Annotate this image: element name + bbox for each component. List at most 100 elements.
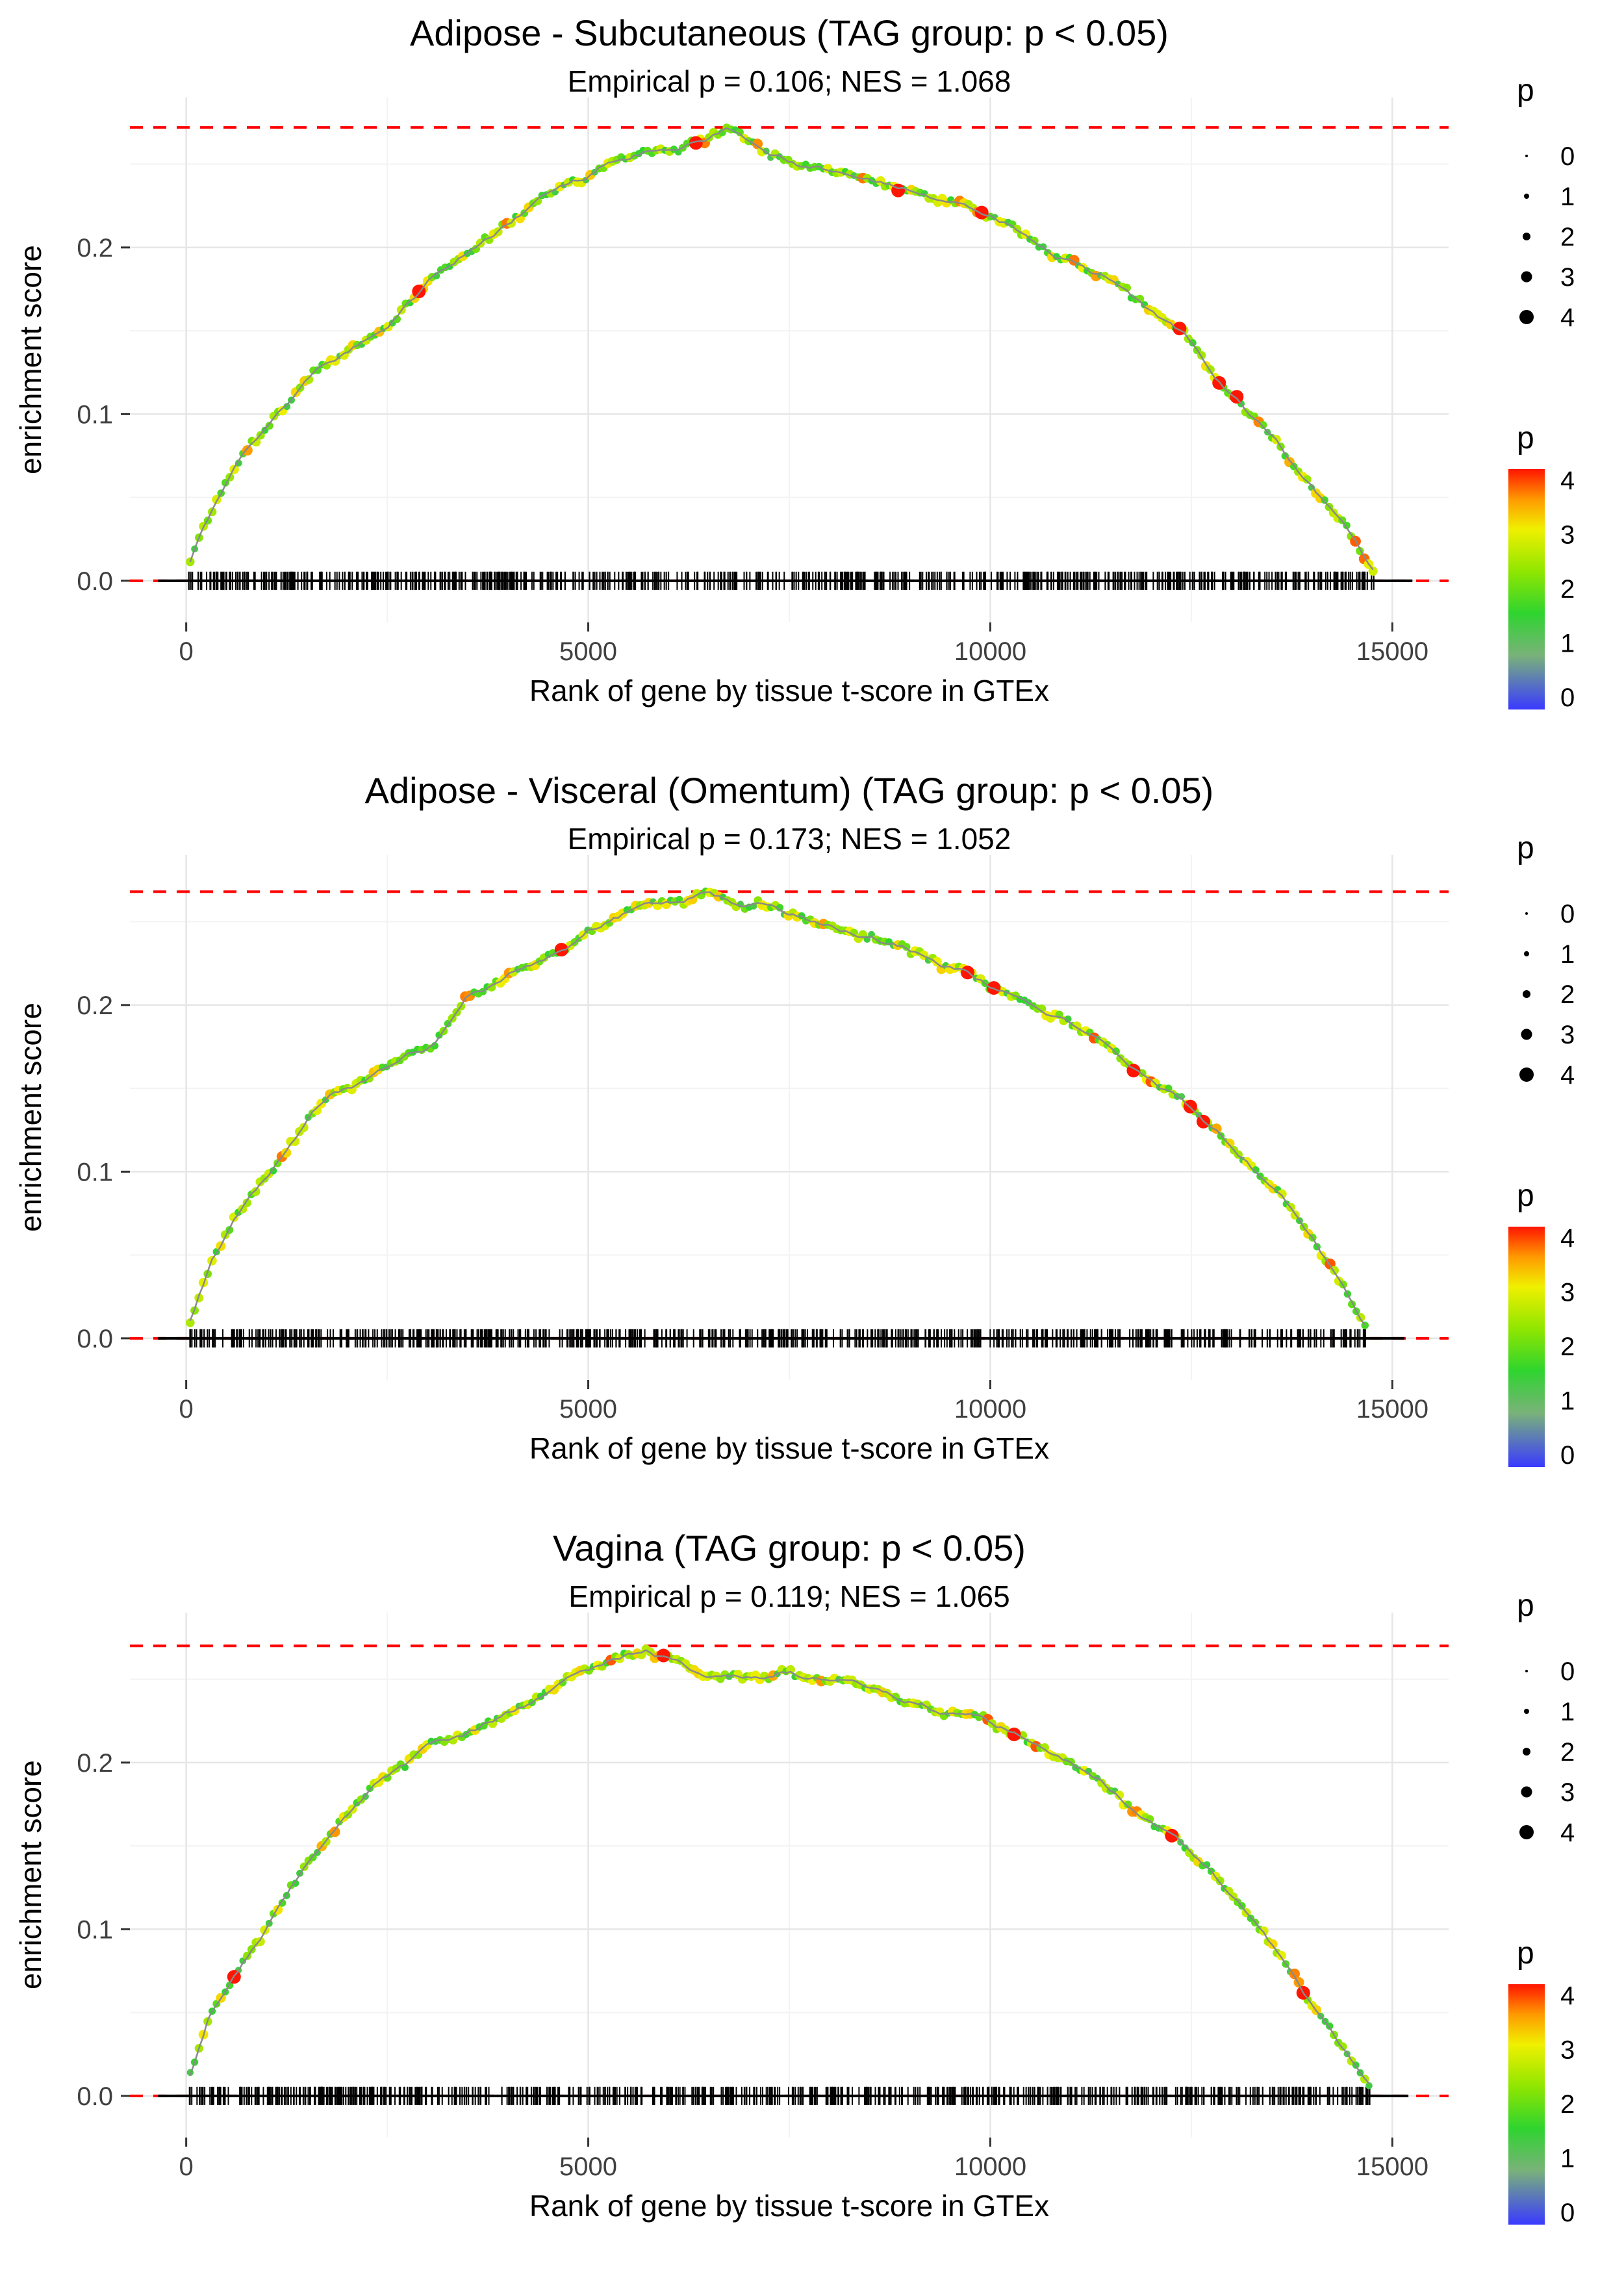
y-tick-label: 0.2: [77, 1749, 113, 1778]
enrichment-point: [251, 437, 261, 447]
enrichment-point: [1211, 1123, 1222, 1134]
axis-ticks: 0 5000 10000 15000 0.0 0.1 0.2: [77, 991, 1428, 1424]
legend-color: p4 3 2 1 0: [1508, 1179, 1575, 1470]
legend-size-dot: [1523, 1748, 1530, 1756]
legend-size-dot: [1524, 1709, 1529, 1714]
enrichment-point: [314, 366, 322, 374]
legend-size-dot: [1519, 1825, 1534, 1839]
legend-color-label: 4: [1560, 466, 1575, 495]
legend-size-label: 3: [1560, 1021, 1575, 1049]
x-tick-label: 5000: [559, 637, 617, 666]
legend-size-dot: [1523, 990, 1530, 998]
enrichment-point-highlight: [960, 965, 974, 980]
y-tick-label: 0.0: [77, 567, 113, 596]
enrichment-point: [312, 1105, 322, 1116]
legend-color-label: 0: [1560, 2199, 1575, 2227]
enrichment-point: [251, 1187, 260, 1196]
legend-color-label: 0: [1560, 1441, 1575, 1470]
chart-title: Vagina (TAG group: p < 0.05): [553, 1527, 1026, 1568]
x-tick-label: 5000: [559, 2153, 617, 2181]
legend-color-bar: [1508, 1227, 1545, 1467]
enrichment-point: [255, 1937, 265, 1947]
enrichment-point: [1277, 1189, 1287, 1199]
legend-color-label: 3: [1560, 1279, 1575, 1307]
legend-size-dot: [1524, 194, 1529, 199]
enrichment-point-highlight: [974, 205, 989, 220]
legend-color-bar: [1508, 1984, 1545, 2225]
chart-title: Adipose - Visceral (Omentum) (TAG group:…: [364, 770, 1214, 811]
legend-color-label: 3: [1560, 2036, 1575, 2065]
x-axis-title: Rank of gene by tissue t-score in GTEx: [529, 2189, 1050, 2223]
enrichment-point: [1321, 496, 1328, 504]
legend-size-dot: [1519, 310, 1534, 324]
y-tick-label: 0.2: [77, 991, 113, 1020]
enrichment-point: [292, 1879, 299, 1887]
y-axis-title: enrichment score: [14, 245, 47, 475]
x-axis-title: Rank of gene by tissue t-score in GTEx: [529, 1431, 1050, 1465]
enrichment-point: [1114, 1790, 1124, 1800]
enrichment-point: [1215, 1876, 1224, 1885]
enrichment-point: [1136, 294, 1145, 303]
legend-size: p 0 1 2 3 4: [1517, 1589, 1575, 1847]
enrichment-point: [383, 1773, 392, 1782]
enrichment-point: [932, 956, 942, 967]
y-tick-label: 0.1: [77, 1158, 113, 1186]
x-tick-label: 10000: [954, 1395, 1026, 1424]
enrichment-point: [1365, 2082, 1373, 2089]
enrichment-point: [1145, 1815, 1154, 1824]
enrichment-point: [329, 1826, 340, 1837]
legend-size-label: 2: [1560, 223, 1575, 251]
legend-size-label: 2: [1560, 1738, 1575, 1767]
y-tick-label: 0.0: [77, 2082, 113, 2111]
legend-size-label: 1: [1560, 183, 1575, 211]
x-tick-label: 15000: [1356, 1395, 1428, 1424]
gridlines-major: [130, 855, 1449, 1380]
legend-size-dot: [1521, 1786, 1532, 1798]
legend-color: p4 3 2 1 0: [1508, 1936, 1575, 2227]
enrichment-point: [868, 930, 875, 938]
enrichment-point: [186, 1318, 195, 1327]
enrichment-point-highlight: [1230, 390, 1244, 404]
axis-ticks: 0 5000 10000 15000 0.0 0.1 0.2: [77, 234, 1428, 666]
y-axis-title: enrichment score: [14, 1003, 47, 1233]
legend-size-dot: [1525, 155, 1528, 157]
legend-size: p 0 1 2 3 4: [1517, 73, 1575, 332]
enrichment-point-highlight: [656, 1648, 670, 1663]
legend-size-dot: [1523, 233, 1530, 240]
legend-size-label: 3: [1560, 1778, 1575, 1807]
legend-color-label: 4: [1560, 1224, 1575, 1253]
enrichment-point: [290, 1136, 300, 1146]
legend-size-dot: [1524, 951, 1529, 956]
chart-title: Adipose - Subcutaneous (TAG group: p < 0…: [410, 12, 1169, 53]
y-tick-label: 0.0: [77, 1325, 113, 1353]
legend-color-title: p: [1517, 1179, 1534, 1213]
legend-color-label: 1: [1560, 630, 1575, 658]
enrichment-curve-line: [189, 127, 1374, 570]
legend-color-bar: [1508, 469, 1545, 709]
x-tick-label: 0: [179, 637, 194, 666]
rug-ticks: [188, 2086, 1371, 2105]
enrichment-point: [392, 315, 401, 324]
legend-size-label: 3: [1560, 263, 1575, 292]
enrichment-point: [239, 1957, 247, 1965]
axis-ticks: 0 5000 10000 15000 0.0 0.1 0.2: [77, 1749, 1428, 2181]
x-tick-label: 10000: [954, 637, 1026, 666]
enrichment-point: [1259, 1926, 1269, 1936]
legend-color-label: 2: [1560, 2090, 1575, 2119]
enrichment-point: [752, 138, 763, 149]
enrichment-point: [1112, 1047, 1120, 1055]
y-tick-label: 0.1: [77, 1915, 113, 1944]
x-tick-label: 0: [179, 1395, 194, 1424]
legend-size-title: p: [1517, 831, 1534, 865]
legend-color-label: 4: [1560, 1982, 1575, 2010]
gridlines-minor: [130, 1613, 1449, 2138]
enrichment-curve-line: [189, 1649, 1370, 2084]
enrichment-point-highlight: [1007, 1727, 1021, 1741]
legend-size: p 0 1 2 3 4: [1517, 831, 1575, 1090]
enrichment-point: [304, 375, 314, 384]
x-tick-label: 5000: [559, 1395, 617, 1424]
chart-subtitle: Empirical p = 0.119; NES = 1.065: [568, 1579, 1010, 1613]
legend-size-label: 0: [1560, 1657, 1575, 1686]
